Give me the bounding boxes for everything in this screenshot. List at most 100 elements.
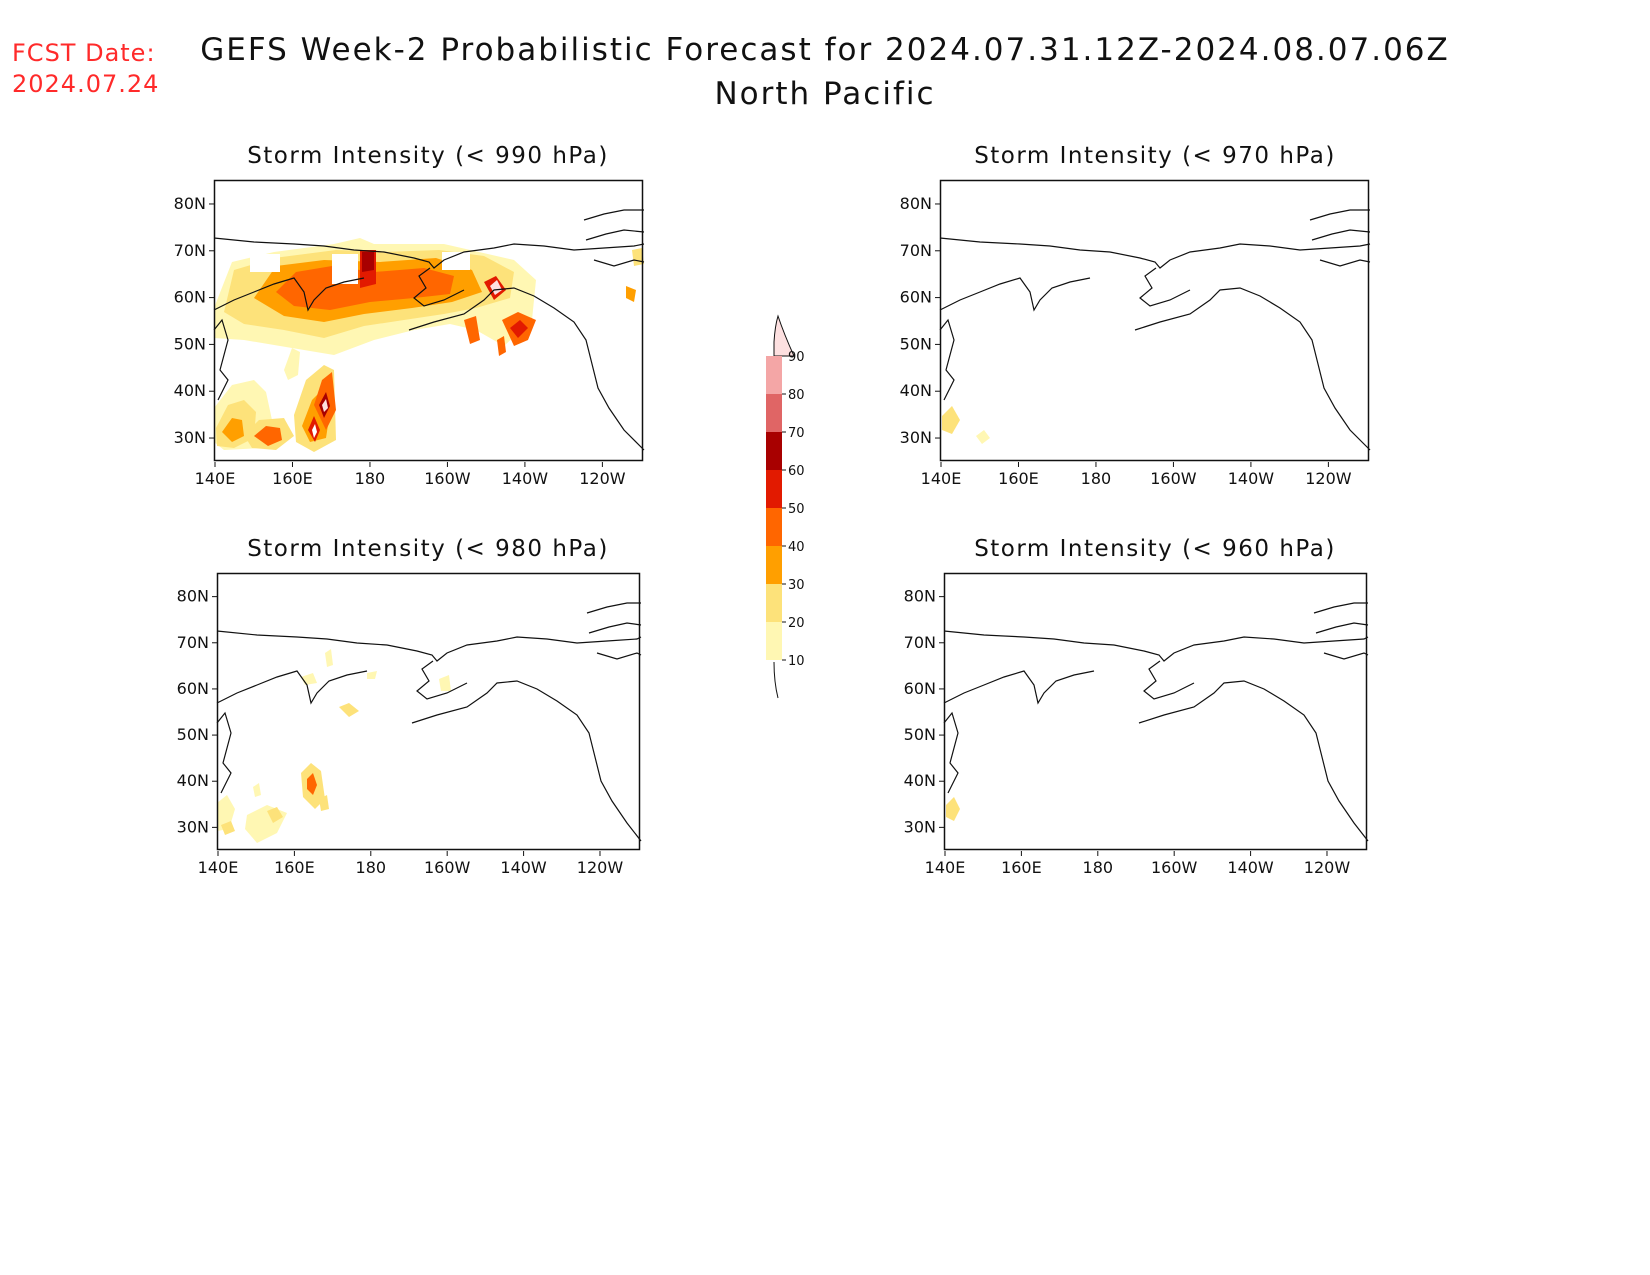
colorbar-segment [766, 394, 782, 432]
x-tick-label: 140W [502, 469, 549, 488]
map-frame [943, 572, 1368, 851]
x-tick-label: 160W [1150, 469, 1197, 488]
x-tick-label: 120W [1304, 858, 1351, 877]
fcst-date-label: FCST Date: [12, 39, 156, 67]
panel-title-960: Storm Intensity (< 960 hPa) [974, 536, 1336, 562]
y-tick-label: 60N [900, 288, 932, 307]
x-tick-label: 180 [355, 469, 386, 488]
x-tick-label: 160E [272, 469, 313, 488]
x-tick-label: 140W [500, 858, 547, 877]
panel-title-970: Storm Intensity (< 970 hPa) [974, 143, 1336, 169]
x-tick-label: 120W [579, 469, 626, 488]
y-tick-label: 50N [904, 725, 936, 744]
page-subtitle: North Pacific [714, 76, 936, 112]
colorbar-segment [766, 470, 782, 508]
map-frame [216, 572, 641, 851]
y-tick-label: 50N [177, 725, 209, 744]
y-tick-label: 40N [900, 381, 932, 400]
y-tick-label: 30N [174, 428, 206, 447]
y-tick-label: 30N [900, 428, 932, 447]
probability-shading [946, 797, 960, 821]
colorbar-label: 90 [788, 350, 805, 365]
y-tick-label: 80N [174, 194, 206, 213]
map-frame [939, 179, 1370, 462]
x-axis-ticks: 140E 160E 180 160W 140W 120W [198, 851, 624, 877]
x-tick-label: 160E [274, 858, 315, 877]
colorbar-label: 70 [788, 426, 805, 441]
y-tick-label: 40N [904, 771, 936, 790]
map-panel-990: 80N 70N 60N 50N 40N 30N 140E 160E 180 160W 140W 12… [174, 179, 645, 488]
x-tick-label: 160W [1151, 858, 1198, 877]
x-tick-label: 140W [1227, 858, 1274, 877]
panel-title-990: Storm Intensity (< 990 hPa) [247, 143, 609, 169]
colorbar-label: 20 [788, 616, 805, 631]
colorbar-segment [766, 622, 782, 660]
y-tick-label: 30N [177, 817, 209, 836]
x-tick-label: 140W [1228, 469, 1275, 488]
y-axis-ticks: 80N 70N 60N 50N 40N 30N [900, 194, 940, 447]
colorbar-labels: 90 80 70 60 50 40 30 20 10 [782, 350, 805, 669]
colorbar-segments [766, 356, 782, 660]
y-tick-label: 60N [177, 679, 209, 698]
coastlines [216, 602, 642, 842]
x-tick-label: 180 [356, 858, 387, 877]
colorbar-segment [766, 546, 782, 584]
x-tick-label: 140E [195, 469, 236, 488]
x-tick-label: 160W [424, 469, 471, 488]
y-axis-ticks: 80N 70N 60N 50N 40N 30N [904, 587, 944, 836]
y-tick-label: 40N [174, 381, 206, 400]
y-tick-label: 80N [904, 587, 936, 606]
coastlines [939, 209, 1371, 451]
colorbar-label: 40 [788, 540, 805, 555]
x-tick-label: 140E [925, 858, 966, 877]
fcst-date-value: 2024.07.24 [12, 70, 160, 98]
colorbar-segment [766, 508, 782, 546]
colorbar-label: 30 [788, 578, 805, 593]
colorbar: 90 80 70 60 50 40 30 20 10 [766, 314, 805, 699]
y-tick-label: 40N [177, 771, 209, 790]
y-tick-label: 60N [904, 679, 936, 698]
fcst-date-block: FCST Date: 2024.07.24 [12, 38, 159, 100]
x-tick-label: 120W [577, 858, 624, 877]
x-tick-label: 180 [1081, 469, 1112, 488]
y-tick-label: 70N [177, 633, 209, 652]
x-tick-label: 160W [424, 858, 471, 877]
colorbar-bottom-cap [773, 661, 779, 699]
y-tick-label: 70N [174, 241, 206, 260]
colorbar-segment [766, 432, 782, 470]
colorbar-segment [766, 584, 782, 622]
y-tick-label: 50N [174, 334, 206, 353]
x-axis-ticks: 140E 160E 180 160W 140W 120W [921, 462, 1352, 488]
panel-title-980: Storm Intensity (< 980 hPa) [247, 536, 609, 562]
colorbar-label: 60 [788, 464, 805, 479]
x-tick-label: 160E [1001, 858, 1042, 877]
x-tick-label: 180 [1083, 858, 1114, 877]
map-panel-960: 80N 70N 60N 50N 40N 30N 140E 160E 180 160W 140W 12… [904, 572, 1369, 877]
colorbar-top-cap [773, 314, 795, 357]
y-tick-label: 70N [904, 633, 936, 652]
y-axis-ticks: 80N 70N 60N 50N 40N 30N [174, 194, 214, 447]
map-frame [213, 179, 644, 462]
x-tick-label: 160E [998, 469, 1039, 488]
y-tick-label: 80N [900, 194, 932, 213]
y-tick-label: 80N [177, 587, 209, 606]
probability-shading [942, 406, 990, 444]
x-axis-ticks: 140E 160E 180 160W 140W 120W [925, 851, 1351, 877]
y-tick-label: 60N [174, 288, 206, 307]
y-tick-label: 70N [900, 241, 932, 260]
probability-shading [217, 649, 451, 843]
page-title: GEFS Week-2 Probabilistic Forecast for 2… [200, 32, 1450, 68]
map-panel-970: 80N 70N 60N 50N 40N 30N 140E 160E 180 160W 140W 12… [900, 179, 1371, 488]
colorbar-label: 10 [788, 654, 805, 669]
colorbar-label: 80 [788, 388, 805, 403]
x-tick-label: 140E [921, 469, 962, 488]
y-tick-label: 50N [900, 334, 932, 353]
y-tick-label: 30N [904, 817, 936, 836]
x-axis-ticks: 140E 160E 180 160W 140W 120W [195, 462, 626, 488]
y-axis-ticks: 80N 70N 60N 50N 40N 30N [177, 587, 217, 836]
probability-shading [214, 238, 644, 452]
colorbar-label: 50 [788, 502, 805, 517]
coastlines [213, 209, 645, 451]
x-tick-label: 120W [1305, 469, 1352, 488]
coastlines [943, 602, 1369, 842]
